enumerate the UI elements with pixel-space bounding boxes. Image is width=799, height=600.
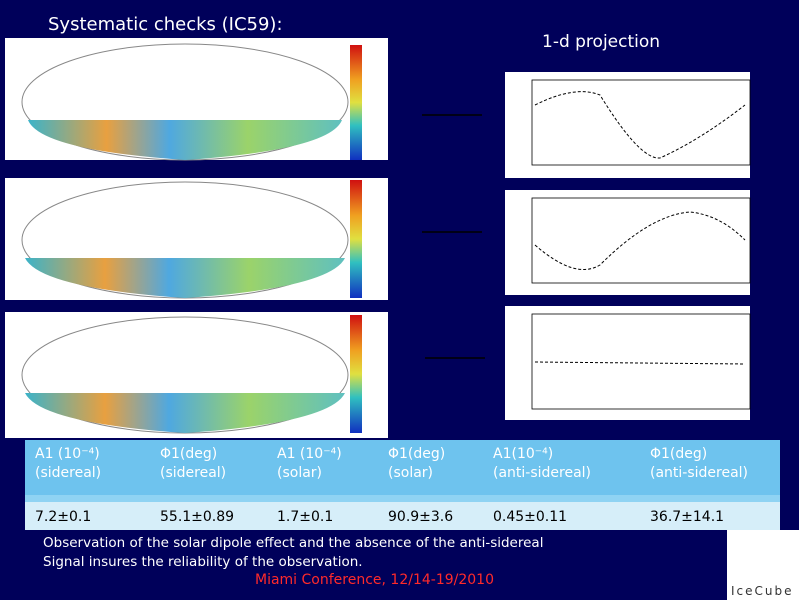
header-line: Φ1(deg) xyxy=(388,446,446,462)
value-cell: 0.45±0.11 xyxy=(493,509,568,525)
projection-label: 1-d projection xyxy=(542,32,661,52)
logo: IceCube xyxy=(727,530,799,600)
header-line: (solar) xyxy=(277,465,323,481)
value-cell: 55.1±0.89 xyxy=(160,509,235,525)
header-line: (anti-sidereal) xyxy=(493,465,592,481)
header-line: (anti-sidereal) xyxy=(650,465,749,481)
sky-map xyxy=(5,178,388,300)
footer: Miami Conference, 12/14-19/2010 xyxy=(255,572,494,588)
header-line: (solar) xyxy=(388,465,434,481)
header-row xyxy=(25,440,780,495)
header-cell: Φ1(deg) (solar) xyxy=(388,445,445,483)
note-line: Observation of the solar dipole effect a… xyxy=(43,535,544,551)
projection-plot xyxy=(505,190,751,295)
header-line: A1(10⁻⁴) xyxy=(493,446,554,462)
sky-map xyxy=(5,312,388,438)
header-line: (sidereal) xyxy=(160,465,227,481)
header-cell: A1(10⁻⁴) (anti-sidereal) xyxy=(493,445,591,483)
header-line: A1 (10⁻⁴) xyxy=(35,446,100,462)
value-cell: 36.7±14.1 xyxy=(650,509,725,525)
figures xyxy=(5,38,751,438)
header-line: Φ1(deg) xyxy=(650,446,708,462)
note: Observation of the solar dipole effect a… xyxy=(43,534,543,572)
header-cell: Φ1(deg) (anti-sidereal) xyxy=(650,445,748,483)
header-line: Φ1(deg) xyxy=(160,446,218,462)
value-row xyxy=(25,502,780,530)
value-cell: 7.2±0.1 xyxy=(35,509,92,525)
header-line: (sidereal) xyxy=(35,465,102,481)
logo-text: IceCube xyxy=(731,584,794,598)
value-cell: 1.7±0.1 xyxy=(277,509,334,525)
note-line: Signal insures the reliability of the ob… xyxy=(43,554,363,570)
results-table: A1 (10⁻⁴) (sidereal) Φ1(deg) (sidereal) A1 (… xyxy=(25,440,780,530)
arrows xyxy=(422,114,485,359)
value-cell: 90.9±3.6 xyxy=(388,509,454,525)
header-line: A1 (10⁻⁴) xyxy=(277,446,342,462)
projection-plot xyxy=(505,72,751,178)
projection-plot xyxy=(505,306,751,420)
header-cell: A1 (10⁻⁴) (solar) xyxy=(277,445,342,483)
header-cell: A1 (10⁻⁴) (sidereal) xyxy=(35,445,101,483)
header-cell: Φ1(deg) (sidereal) xyxy=(160,445,226,483)
sky-map xyxy=(5,38,388,161)
slide-title: Systematic checks (IC59): xyxy=(48,14,283,35)
